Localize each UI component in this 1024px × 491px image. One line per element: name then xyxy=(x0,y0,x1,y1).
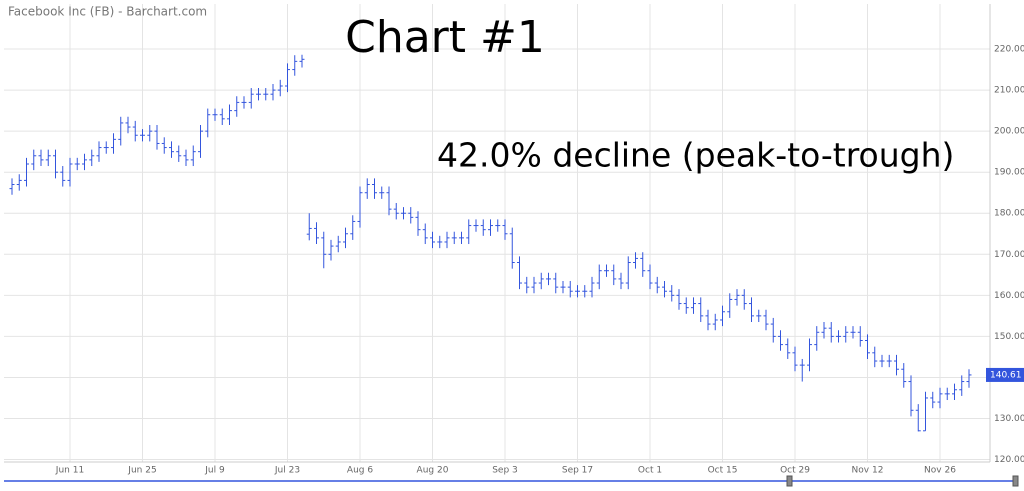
last-price-tag xyxy=(986,367,1024,382)
y-tick-label: 210.00 xyxy=(994,86,1024,96)
y-tick-label: 150.00 xyxy=(994,332,1024,342)
x-tick-label: Jun 11 xyxy=(55,466,84,476)
scrollbar-handle[interactable] xyxy=(1012,475,1019,487)
labels: 120.00130.00140.00150.00160.00170.00180.… xyxy=(55,45,1024,476)
x-tick-label: Jul 9 xyxy=(204,466,225,476)
annotation: 42.0% decline (peak-to-trough) xyxy=(437,136,954,175)
last-price-label: 140.61 xyxy=(990,370,1022,380)
x-tick-label: Jun 25 xyxy=(127,466,156,476)
x-tick-label: Sep 17 xyxy=(562,466,593,476)
x-tick-label: Nov 26 xyxy=(924,466,956,476)
y-tick-label: 200.00 xyxy=(994,127,1024,137)
chart-title: Chart #1 xyxy=(345,12,545,63)
y-tick-label: 220.00 xyxy=(994,45,1024,55)
x-tick-label: Oct 1 xyxy=(638,466,662,476)
y-tick-label: 180.00 xyxy=(994,209,1024,219)
grid xyxy=(4,4,990,462)
x-tick-label: Aug 20 xyxy=(417,466,449,476)
y-tick-label: 160.00 xyxy=(994,291,1024,301)
scrollbar-handle[interactable] xyxy=(786,475,793,487)
y-tick-label: 120.00 xyxy=(994,455,1024,465)
x-tick-label: Aug 6 xyxy=(347,466,373,476)
x-tick-label: Nov 12 xyxy=(852,466,884,476)
ohlc-bars xyxy=(9,54,972,432)
source-title: Facebook Inc (FB) - Barchart.com xyxy=(8,5,207,19)
y-tick-label: 190.00 xyxy=(994,168,1024,178)
y-tick-label: 130.00 xyxy=(994,414,1024,424)
x-tick-label: Oct 15 xyxy=(708,466,738,476)
x-tick-label: Sep 3 xyxy=(492,466,518,476)
x-tick-label: Oct 29 xyxy=(780,466,810,476)
x-tick-label: Jul 23 xyxy=(274,466,300,476)
y-tick-label: 170.00 xyxy=(994,250,1024,260)
